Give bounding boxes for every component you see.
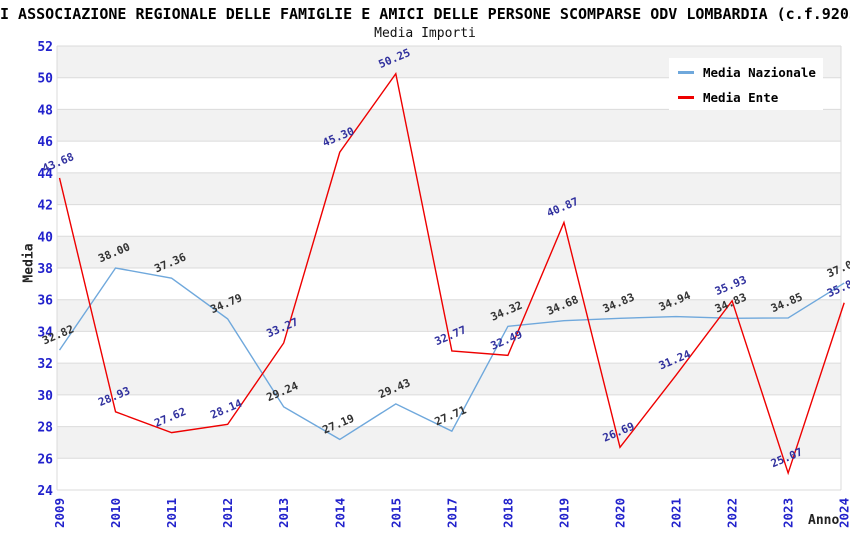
point-label-media-ente: 28.14 [208,397,244,422]
point-label-media-ente: 43.68 [40,150,76,175]
chart-legend: Media Nazionale Media Ente [669,58,823,110]
y-tick-label: 24 [37,484,53,499]
point-label-media-nazionale: 27.71 [433,403,469,428]
x-tick-label: 2012 [220,498,235,528]
y-tick-label: 28 [37,421,53,436]
plot-band [57,109,841,142]
legend-line-icon [678,96,694,99]
legend-line-icon [678,71,694,74]
plot-band [57,236,841,268]
x-tick-label: 2014 [332,498,347,528]
y-tick-label: 52 [37,40,53,55]
plot-band [57,172,841,205]
legend-item-media-nazionale: Media Nazionale [669,60,823,85]
x-tick-label: 2023 [781,498,796,528]
line-media-nazionale [58,267,845,441]
x-tick-label: 2015 [388,498,403,528]
line-media-ente [58,72,845,476]
x-tick-label: 2017 [444,498,459,528]
y-tick-label: 34 [37,325,53,340]
y-tick-label: 38 [37,262,53,277]
y-tick-label: 48 [37,103,53,118]
x-tick-label: 2011 [164,498,179,528]
y-tick-label: 26 [37,452,53,467]
y-tick-label: 40 [37,230,53,245]
plot-band [57,299,841,332]
y-axis-title: Media [21,243,37,283]
x-axis-title: Anno [808,513,840,528]
x-tick-label: 2013 [276,498,291,528]
y-tick-label: 42 [37,199,53,214]
x-tick-label: 2020 [613,498,628,528]
legend-label: Media Nazionale [703,65,816,80]
page-title: I ASSOCIAZIONE REGIONALE DELLE FAMIGLIE … [0,5,850,23]
y-tick-label: 44 [37,167,53,182]
x-tick-label: 2021 [669,498,684,528]
plot-band [57,426,841,459]
x-tick-label: 2022 [725,498,740,528]
chart-subtitle: Media Importi [374,26,476,41]
x-tick-label: 2024 [837,498,850,528]
legend-label: Media Ente [703,90,779,105]
x-tick-label: 2018 [500,498,515,528]
plot-band [57,363,841,395]
y-tick-label: 36 [37,294,53,309]
y-tick-label: 50 [37,72,53,87]
x-tick-label: 2019 [556,498,571,528]
y-tick-label: 46 [37,135,53,150]
x-tick-label: 2009 [52,498,67,528]
y-tick-label: 32 [37,357,53,372]
x-tick-label: 2010 [108,498,123,528]
y-tick-label: 30 [37,389,53,404]
legend-item-media-ente: Media Ente [669,85,823,110]
